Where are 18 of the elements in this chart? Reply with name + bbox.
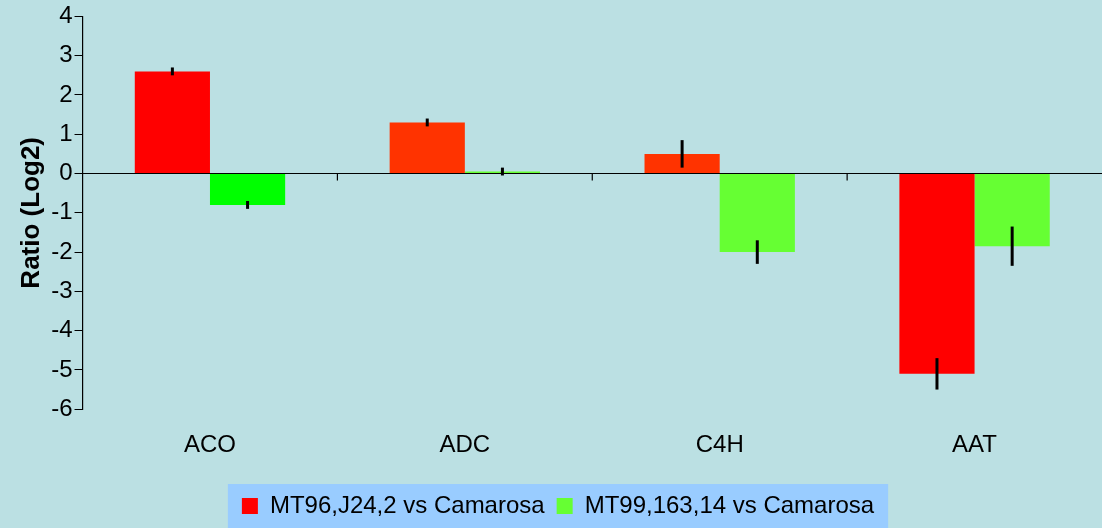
y-tick-label: -5 [51,354,73,382]
x-tick-label: ADC [439,430,491,458]
y-tick-label: 4 [59,1,73,29]
y-tick-label: -2 [51,236,73,264]
y-tick-label: 1 [59,118,73,146]
y-tick-label: -4 [51,315,73,343]
legend-label: MT96,J24,2 vs Camarosa [269,490,546,518]
y-tick-label: -1 [51,197,73,225]
x-tick-label: C4H [695,430,744,458]
x-tick-label: AAT [952,430,998,458]
y-tick-label: 0 [59,158,73,186]
y-axis-title: Ratio (Log2) [14,136,45,289]
x-tick-label: ACO [183,430,236,458]
y-tick-label: -3 [51,275,73,303]
y-tick-label: -6 [51,393,73,421]
legend-label: MT99,163,14 vs Camarosa [584,490,875,518]
y-tick-label: 2 [59,79,73,107]
y-tick-label: 3 [59,40,73,68]
